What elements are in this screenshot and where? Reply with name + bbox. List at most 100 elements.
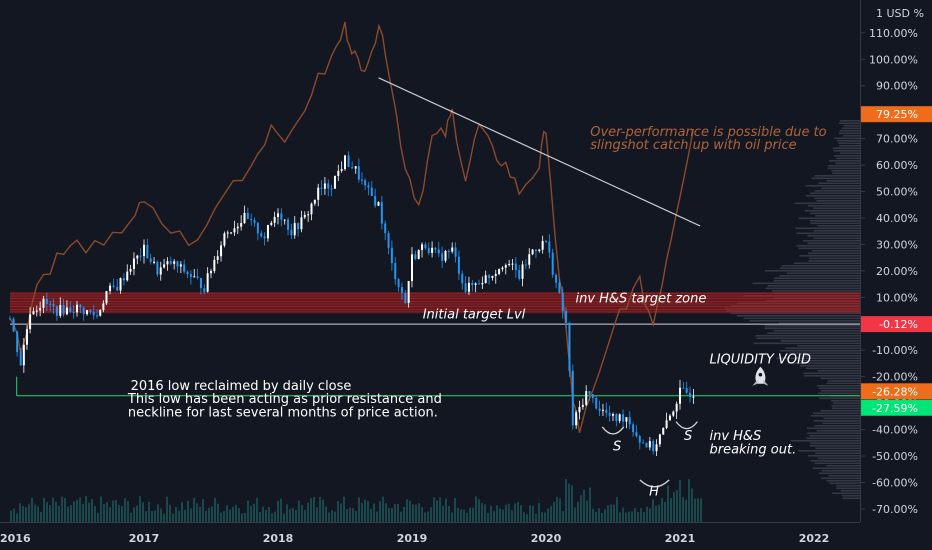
- volume-profile-bar: [827, 380, 860, 382]
- candle-up: [226, 232, 229, 234]
- volume-bar: [283, 513, 285, 522]
- candle-up: [494, 273, 497, 276]
- x-tick-label: 2020: [531, 532, 562, 545]
- volume-profile-bar: [816, 200, 860, 202]
- volume-bar: [646, 506, 648, 522]
- volume-profile-bar: [786, 272, 860, 275]
- volume-profile-bar: [803, 375, 860, 377]
- volume-bar: [664, 501, 666, 522]
- y-tick-label: 50.00%: [876, 186, 918, 199]
- volume-profile-bar: [833, 155, 860, 157]
- volume-bar: [70, 505, 72, 522]
- volume-bar: [355, 511, 357, 522]
- y-tick-label: -70.00%: [872, 503, 918, 516]
- annotations: inv H&S target zone Initial target Lvl LIQ…: [127, 125, 827, 500]
- volume-bar: [268, 506, 270, 522]
- candle-down: [414, 254, 417, 259]
- volume-bar: [382, 496, 384, 522]
- volume-bar: [265, 509, 267, 522]
- volume-bar: [22, 506, 24, 522]
- volume-profile-bar: [836, 157, 860, 160]
- annotation-text: LIQUIDITY VOID: [709, 352, 811, 367]
- volume-bar: [679, 479, 681, 522]
- volume-bar: [31, 497, 33, 522]
- volume-profile-bar: [799, 255, 860, 257]
- candle-down: [122, 278, 125, 281]
- volume-profile-bar: [810, 192, 860, 195]
- candle-down: [568, 322, 571, 371]
- volume-bar: [439, 497, 441, 522]
- volume-bar: [223, 511, 225, 522]
- volume-bar: [427, 511, 429, 522]
- candle-up: [153, 261, 156, 263]
- trendline: [378, 77, 701, 227]
- volume-bar: [157, 504, 159, 522]
- volume-profile-bar: [798, 217, 860, 220]
- volume-profile-bar: [810, 212, 860, 215]
- resistance-trendline: [378, 77, 701, 227]
- candle-down: [615, 413, 618, 421]
- candle-down: [380, 202, 383, 224]
- volume-profile-bar: [811, 177, 860, 180]
- candle-down: [199, 277, 202, 289]
- candle-up: [266, 224, 269, 239]
- volume-bar: [415, 504, 417, 522]
- volume-bar: [172, 513, 174, 522]
- candle-down: [287, 219, 290, 230]
- volume-bar: [331, 510, 333, 522]
- volume-profile-bar: [807, 432, 860, 435]
- volume-bar: [514, 503, 516, 522]
- volume-bar: [406, 499, 408, 522]
- volume-bar: [616, 497, 618, 522]
- candle-down: [397, 279, 400, 288]
- candle-up: [538, 249, 541, 252]
- volume-profile-bar: [840, 490, 860, 492]
- volume-bar: [229, 509, 231, 522]
- volume-bar: [124, 498, 126, 522]
- volume-bar: [550, 506, 552, 522]
- volume-bars: [10, 478, 702, 522]
- candle-up: [344, 155, 346, 170]
- volume-profile-bar: [822, 422, 860, 425]
- volume-profile-bar: [753, 342, 860, 345]
- volume-profile-bar: [817, 392, 860, 395]
- volume-bar: [310, 498, 312, 522]
- candle-up: [213, 259, 216, 272]
- price-badge-label: 79.25%: [876, 108, 918, 121]
- candle-down: [471, 282, 474, 286]
- volume-profile-bar: [788, 362, 860, 365]
- volume-bar: [334, 511, 336, 522]
- volume-bar: [250, 505, 252, 522]
- candle-up: [511, 263, 514, 265]
- volume-bar: [655, 505, 657, 522]
- volume-bar: [103, 504, 105, 522]
- volume-profile-bar: [752, 282, 860, 285]
- volume-bar: [166, 496, 168, 522]
- volume-bar: [184, 509, 186, 522]
- candle-up: [451, 247, 454, 252]
- volume-bar: [25, 507, 27, 522]
- volume-profile-bar: [781, 265, 860, 267]
- candle-down: [374, 195, 377, 206]
- candle-up: [223, 233, 226, 246]
- volume-bar: [373, 503, 375, 522]
- annotation-text: S: [613, 440, 621, 455]
- volume-bar: [286, 504, 288, 522]
- volume-profile-bar: [765, 287, 860, 290]
- volume-bar: [262, 506, 264, 522]
- volume-bar: [163, 513, 165, 522]
- volume-bar: [547, 508, 549, 522]
- candle-up: [333, 175, 336, 189]
- volume-bar: [244, 512, 246, 522]
- volume-bar: [367, 501, 369, 522]
- volume-bar: [364, 499, 366, 522]
- candle-up: [417, 250, 420, 259]
- volume-bar: [61, 496, 63, 522]
- volume-profile-bar: [804, 355, 860, 357]
- volume-bar: [301, 505, 303, 522]
- volume-bar: [349, 507, 351, 522]
- candle-up: [193, 276, 196, 278]
- candle-down: [390, 247, 393, 264]
- pattern-arc: [639, 479, 670, 488]
